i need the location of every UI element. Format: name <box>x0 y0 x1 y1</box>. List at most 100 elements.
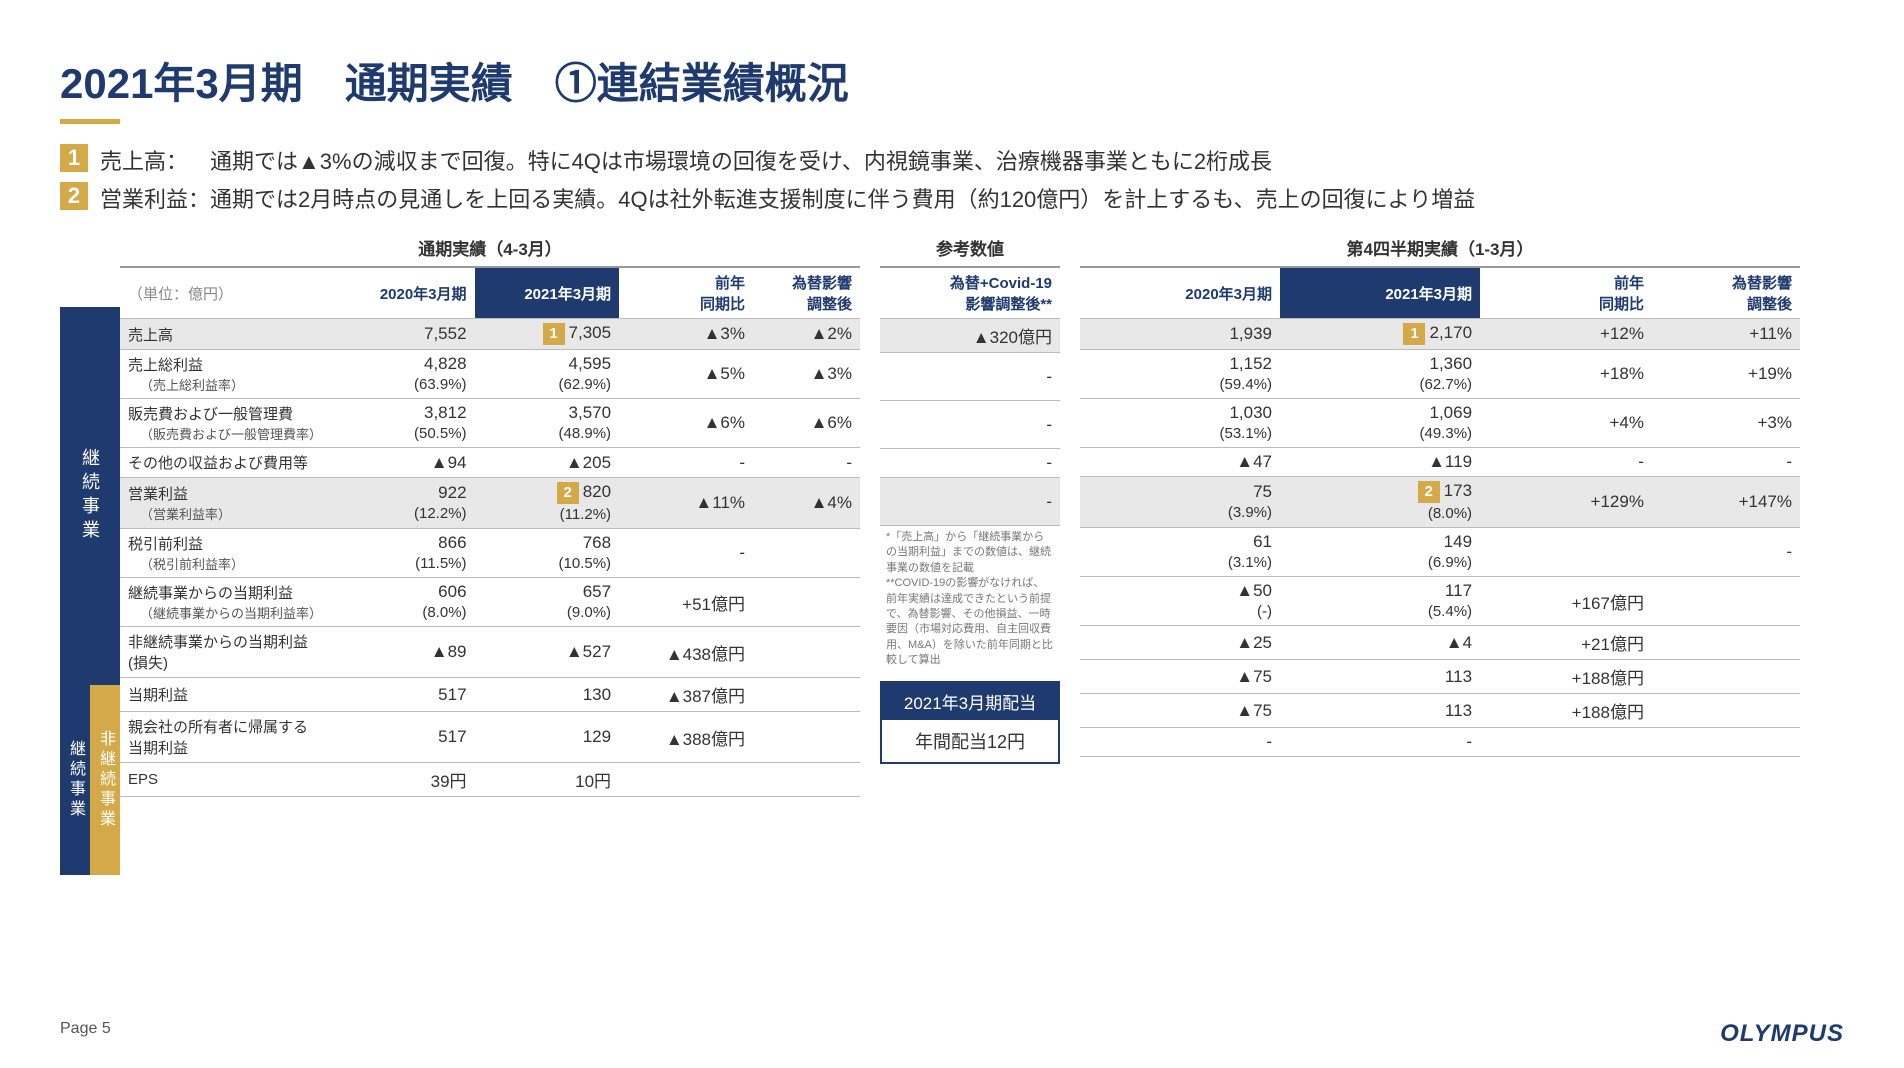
table-cell: 7,552 <box>330 319 475 350</box>
footnote: *「売上高」から「継続事業からの当期利益」までの数値は、継続事業の数値を記載**… <box>880 526 1060 673</box>
side-label-continuing-bottom: 継続事業 <box>60 685 90 875</box>
row-label: 非継続事業からの当期利益 (損失) <box>120 627 330 678</box>
unit-label: （単位：億円） <box>120 268 330 319</box>
table-cell: - <box>880 353 1060 401</box>
table-row: 非継続事業からの当期利益 (損失)▲89▲527▲438億円 <box>120 627 860 678</box>
table-cell: 2820(11.2%) <box>475 478 620 529</box>
table-cell: - <box>880 449 1060 478</box>
table-cell: - <box>1480 448 1652 477</box>
table-cell <box>1480 728 1652 757</box>
table-cell: ▲3% <box>619 319 753 350</box>
table-cell: ▲47 <box>1080 448 1280 477</box>
table-cell: ▲89 <box>330 627 475 678</box>
table-row: - <box>880 353 1060 401</box>
table-cell: 517 <box>330 712 475 763</box>
table-cell: 3,570(48.9%) <box>475 399 620 448</box>
table-cell: 61(3.1%) <box>1080 528 1280 577</box>
table-cell <box>1652 728 1800 757</box>
side-label-discontinued: 非継続事業 <box>90 685 120 875</box>
table-row: 営業利益（営業利益率）922(12.2%)2820(11.2%)▲11%▲4% <box>120 478 860 529</box>
table-cell: ▲11% <box>619 478 753 529</box>
table-cell: +188億円 <box>1480 660 1652 694</box>
table-cell: 117(5.4%) <box>1280 577 1480 626</box>
highlight-badge: 2 <box>557 482 579 504</box>
row-label: 営業利益（営業利益率） <box>120 478 330 529</box>
table-cell: ▲25 <box>1080 626 1280 660</box>
bullet-text: 通期では▲3%の減収まで回復。特に4Qは市場環境の回復を受け、内視鏡事業、治療機… <box>210 144 1844 176</box>
row-label: 販売費および一般管理費（販売費および一般管理費率） <box>120 399 330 448</box>
table-cell: 657(9.0%) <box>475 578 620 627</box>
table-cell <box>1480 528 1652 577</box>
table-row: ▲25▲4+21億円 <box>1080 626 1800 660</box>
table-cell: - <box>1652 448 1800 477</box>
table-row: 当期利益517130▲387億円 <box>120 678 860 712</box>
bullet-text: 通期では2月時点の見通しを上回る実績。4Qは社外転進支援制度に伴う費用（約120… <box>210 182 1844 214</box>
group-header-right: 第4四半期実績（1-3月） <box>1080 229 1800 268</box>
table-cell: +129% <box>1480 477 1652 528</box>
table-cell: ▲6% <box>619 399 753 448</box>
table-cell: ▲4 <box>1280 626 1480 660</box>
page-number: Page 5 <box>60 1020 111 1048</box>
table-cell <box>753 529 860 578</box>
table-cell: ▲75 <box>1080 660 1280 694</box>
table-row: その他の収益および費用等▲94▲205-- <box>120 448 860 478</box>
table-row: 1,030(53.1%)1,069(49.3%)+4%+3% <box>1080 399 1800 448</box>
column-header: 2020年3月期 <box>330 268 475 319</box>
table-cell: +3% <box>1652 399 1800 448</box>
table-row: - <box>880 449 1060 478</box>
table-cell: +11% <box>1652 319 1800 350</box>
row-label: 継続事業からの当期利益（継続事業からの当期利益率） <box>120 578 330 627</box>
column-header: 前年同期比 <box>619 268 753 319</box>
table-row: 継続事業からの当期利益（継続事業からの当期利益率）606(8.0%)657(9.… <box>120 578 860 627</box>
row-label: EPS <box>120 763 330 797</box>
table-cell: 12,170 <box>1280 319 1480 350</box>
table-cell: +4% <box>1480 399 1652 448</box>
table-cell: 129 <box>475 712 620 763</box>
table-cell <box>1652 694 1800 728</box>
table-cell: 768(10.5%) <box>475 529 620 578</box>
table-cell: 517 <box>330 678 475 712</box>
table-cell: 866(11.5%) <box>330 529 475 578</box>
table-cell <box>1652 626 1800 660</box>
table-row: 61(3.1%)149(6.9%)- <box>1080 528 1800 577</box>
table-cell: - <box>1652 528 1800 577</box>
title-accent <box>60 119 120 124</box>
table-cell <box>753 627 860 678</box>
bullet-label: 営業利益： <box>100 182 210 214</box>
column-header: 2021年3月期 <box>1280 268 1480 319</box>
table-cell: 1,939 <box>1080 319 1280 350</box>
table-row: ▲75113+188億円 <box>1080 694 1800 728</box>
table-cell: ▲205 <box>475 448 620 478</box>
highlight-badge: 2 <box>1418 481 1440 503</box>
column-header: 為替影響調整後 <box>753 268 860 319</box>
logo: OLYMPUS <box>1720 1020 1844 1048</box>
table-cell: 4,595(62.9%) <box>475 350 620 399</box>
side-labels: 継続事業 継続事業 非継続事業 <box>60 307 120 875</box>
table-cell: +188億円 <box>1480 694 1652 728</box>
table-cell: 75(3.9%) <box>1080 477 1280 528</box>
table-cell: 922(12.2%) <box>330 478 475 529</box>
table-cell <box>753 763 860 797</box>
table-cell: 130 <box>475 678 620 712</box>
table-row: 売上総利益（売上総利益率）4,828(63.9%)4,595(62.9%)▲5%… <box>120 350 860 399</box>
table-cell: 4,828(63.9%) <box>330 350 475 399</box>
highlight-badge: 1 <box>1403 323 1425 345</box>
table-cell: ▲320億円 <box>880 319 1060 353</box>
table-cell: +51億円 <box>619 578 753 627</box>
side-label-continuing: 継続事業 <box>60 307 120 685</box>
column-header: 為替+Covid-19影響調整後** <box>880 268 1060 319</box>
table-row: 1,93912,170+12%+11% <box>1080 319 1800 350</box>
table-cell: - <box>619 529 753 578</box>
table-cell: ▲94 <box>330 448 475 478</box>
table-cell: ▲119 <box>1280 448 1480 477</box>
column-header: 2021年3月期 <box>475 268 620 319</box>
table-cell: ▲387億円 <box>619 678 753 712</box>
table-cell: ▲388億円 <box>619 712 753 763</box>
table-reference: 参考数値 為替+Covid-19影響調整後**▲320億円---- *「売上高」… <box>880 229 1060 875</box>
table-cell: 1,360(62.7%) <box>1280 350 1480 399</box>
table-cell: +147% <box>1652 477 1800 528</box>
row-label: 当期利益 <box>120 678 330 712</box>
row-label: 税引前利益（税引前利益率） <box>120 529 330 578</box>
table-cell: 113 <box>1280 694 1480 728</box>
table-cell: +167億円 <box>1480 577 1652 626</box>
